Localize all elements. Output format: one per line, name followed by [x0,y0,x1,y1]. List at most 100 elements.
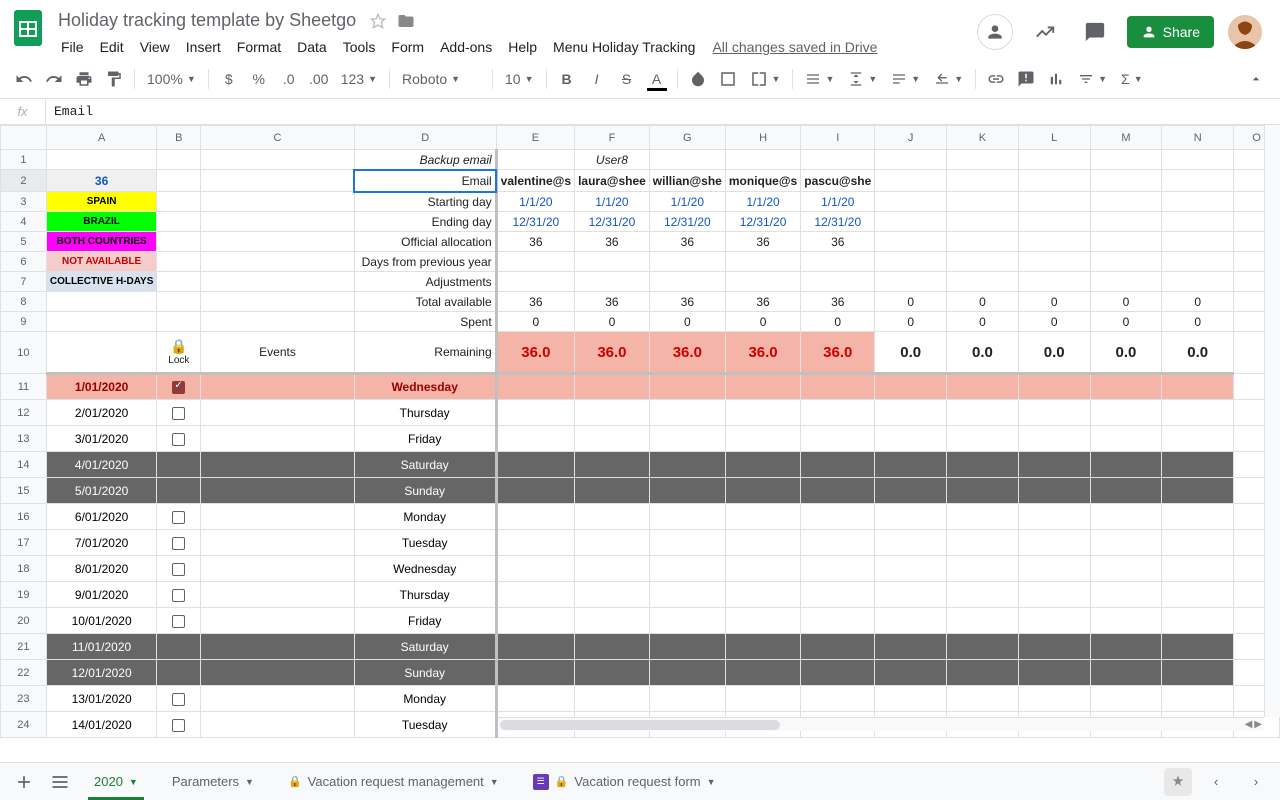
lock-checkbox[interactable] [172,433,185,446]
explore-button[interactable] [1164,768,1192,796]
sheets-logo[interactable] [8,8,48,48]
menu-file[interactable]: File [54,35,91,59]
fx-label[interactable]: fx [0,99,46,124]
col-header-N[interactable]: N [1162,126,1234,150]
col-header-C[interactable]: C [201,126,354,150]
row-header-7[interactable]: 7 [1,272,47,292]
menu-add-ons[interactable]: Add-ons [433,35,499,59]
row-header-11[interactable]: 11 [1,374,47,400]
collapse-toolbar-button[interactable] [1242,65,1270,93]
menu-data[interactable]: Data [290,35,334,59]
currency-button[interactable]: $ [215,65,243,93]
row-header-1[interactable]: 1 [1,150,47,170]
number-format-dropdown[interactable]: 123▼ [335,65,383,93]
lock-checkbox[interactable] [172,563,185,576]
trend-icon[interactable] [1027,14,1063,50]
menu-insert[interactable]: Insert [179,35,228,59]
vertical-scrollbar[interactable] [1264,125,1280,717]
sheet-tab-vacation-request-management[interactable]: 🔒Vacation request management▼ [274,764,513,800]
row-header-5[interactable]: 5 [1,232,47,252]
lock-checkbox[interactable] [172,537,185,550]
row-header-24[interactable]: 24 [1,712,47,738]
col-header-B[interactable]: B [157,126,201,150]
col-header-K[interactable]: K [947,126,1019,150]
decrease-decimal-button[interactable]: .0 [275,65,303,93]
col-header-E[interactable]: E [496,126,574,150]
paint-format-button[interactable] [100,65,128,93]
row-header-16[interactable]: 16 [1,504,47,530]
strikethrough-button[interactable]: S [613,65,641,93]
borders-button[interactable] [714,65,742,93]
save-status[interactable]: All changes saved in Drive [712,39,877,55]
account-avatar[interactable] [1228,15,1262,49]
font-size-dropdown[interactable]: 10▼ [499,65,540,93]
menu-edit[interactable]: Edit [93,35,131,59]
row-header-15[interactable]: 15 [1,478,47,504]
move-folder-icon[interactable] [396,11,416,31]
row-header-22[interactable]: 22 [1,660,47,686]
row-header-14[interactable]: 14 [1,452,47,478]
lock-checkbox[interactable] [172,719,185,732]
col-header-L[interactable]: L [1018,126,1090,150]
row-header-3[interactable]: 3 [1,192,47,212]
share-button[interactable]: Share [1127,16,1214,48]
formula-input[interactable]: Email [46,99,1280,124]
lock-checkbox[interactable] [172,381,185,394]
col-header-D[interactable]: D [354,126,496,150]
print-button[interactable] [70,65,98,93]
comment-button[interactable] [1012,65,1040,93]
sheet-tab-2020[interactable]: 2020▼ [80,764,152,800]
all-sheets-button[interactable] [44,766,76,798]
lock-checkbox[interactable] [172,693,185,706]
row-header-17[interactable]: 17 [1,530,47,556]
menu-tools[interactable]: Tools [336,35,383,59]
sheet-tab-parameters[interactable]: Parameters▼ [158,764,268,800]
row-header-4[interactable]: 4 [1,212,47,232]
row-header-8[interactable]: 8 [1,292,47,312]
sheet-nav-left[interactable]: ‹ [1200,766,1232,798]
star-icon[interactable] [368,11,388,31]
document-title[interactable]: Holiday tracking template by Sheetgo [54,8,360,33]
menu-view[interactable]: View [133,35,177,59]
col-header-F[interactable]: F [575,126,650,150]
lock-checkbox[interactable] [172,407,185,420]
row-header-21[interactable]: 21 [1,634,47,660]
row-header-12[interactable]: 12 [1,400,47,426]
row-header-20[interactable]: 20 [1,608,47,634]
wrap-button[interactable]: ▼ [885,65,926,93]
row-header-23[interactable]: 23 [1,686,47,712]
col-header-J[interactable]: J [875,126,947,150]
lock-checkbox[interactable] [172,511,185,524]
row-header-9[interactable]: 9 [1,312,47,332]
row-header-13[interactable]: 13 [1,426,47,452]
text-color-button[interactable]: A [643,65,671,93]
increase-decimal-button[interactable]: .00 [305,65,333,93]
redo-button[interactable] [40,65,68,93]
bold-button[interactable]: B [553,65,581,93]
fill-color-button[interactable] [684,65,712,93]
menu-form[interactable]: Form [384,35,431,59]
chart-button[interactable] [1042,65,1070,93]
col-header-H[interactable]: H [725,126,800,150]
lock-checkbox[interactable] [172,589,185,602]
link-button[interactable] [982,65,1010,93]
rotate-button[interactable]: ▼ [928,65,969,93]
h-align-button[interactable]: ▼ [799,65,840,93]
sheet-nav-right[interactable]: › [1240,766,1272,798]
horizontal-scrollbar[interactable]: ◀▶ [498,717,1264,731]
merge-cells-button[interactable]: ▼ [744,65,787,93]
italic-button[interactable]: I [583,65,611,93]
col-header-A[interactable]: A [46,126,157,150]
menu-help[interactable]: Help [501,35,544,59]
font-dropdown[interactable]: Roboto▼ [396,65,486,93]
col-header-I[interactable]: I [801,126,875,150]
v-align-button[interactable]: ▼ [842,65,883,93]
row-header-19[interactable]: 19 [1,582,47,608]
zoom-dropdown[interactable]: 100%▼ [141,65,202,93]
col-header-G[interactable]: G [649,126,725,150]
undo-button[interactable] [10,65,38,93]
col-header-M[interactable]: M [1090,126,1162,150]
percent-button[interactable]: % [245,65,273,93]
filter-button[interactable]: ▼ [1072,65,1113,93]
row-header-6[interactable]: 6 [1,252,47,272]
